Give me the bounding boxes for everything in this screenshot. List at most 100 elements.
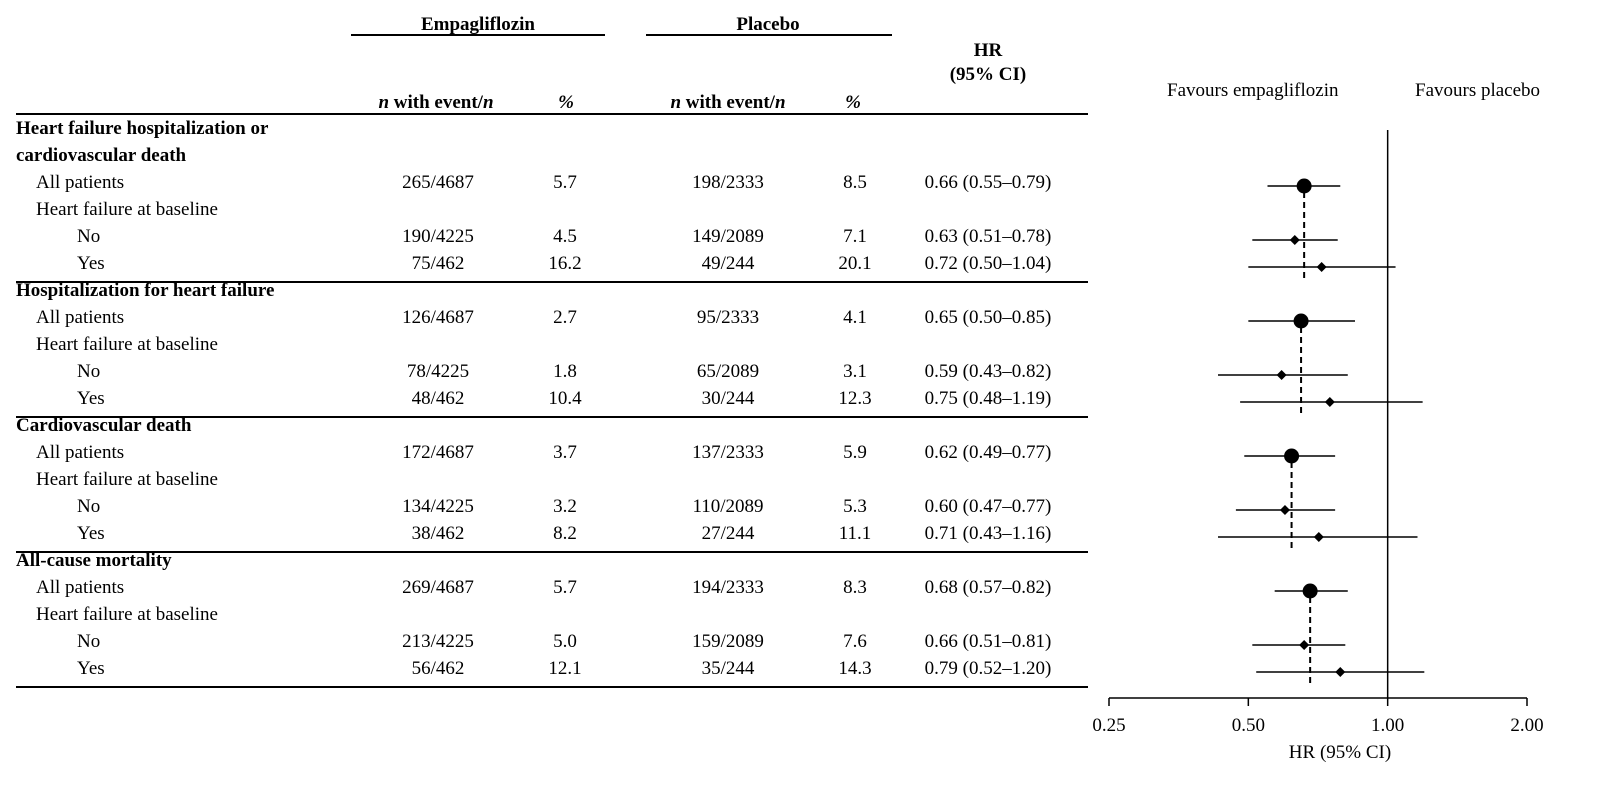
row-label: Yes [77,388,105,409]
hr-point-diamond [1316,262,1327,272]
cell-hr-ci: 0.63 (0.51–0.78) [924,226,1052,247]
cell-empa-n: 190/4225 [402,226,474,247]
hr-point-diamond [1279,505,1290,515]
group-underline-empagliflozin [351,34,605,36]
section-rule [16,686,1088,688]
cell-hr-ci: 0.60 (0.47–0.77) [924,496,1052,517]
cell-placebo-pct: 8.3 [843,577,867,598]
cell-hr-ci: 0.72 (0.50–1.04) [924,253,1052,274]
hr-point-circle [1302,583,1318,599]
section-rule [16,551,1088,553]
row-label: All patients [36,307,125,328]
row-label: All patients [36,172,125,193]
col-header-placebo-pct: % [845,92,861,113]
cell-empa-n: 126/4687 [402,307,474,328]
cell-placebo-n: 194/2333 [692,577,764,598]
hr-point-diamond [1313,532,1324,542]
n-italic: n [482,92,494,113]
n-italic: n [774,92,786,113]
hr-point-circle [1296,178,1312,194]
cell-placebo-pct: 5.3 [843,496,867,517]
section-rule [16,416,1088,418]
col-header-empa-n: n with event/n [378,92,493,114]
hr-point-diamond [1335,667,1346,677]
cell-empa-pct: 10.4 [548,388,582,409]
x-tick-label: 0.25 [1092,715,1125,736]
cell-placebo-n: 149/2089 [692,226,764,247]
cell-placebo-n: 35/244 [701,658,755,679]
row-label: Yes [77,658,105,679]
n-with-event-text: with event/ [389,92,483,113]
x-tick-label: 0.50 [1232,715,1265,736]
cell-empa-n: 56/462 [411,658,465,679]
cell-hr-ci: 0.66 (0.51–0.81) [924,631,1052,652]
x-axis-label: HR (95% CI) [1288,742,1392,763]
group-underline-placebo [646,34,892,36]
cell-placebo-pct: 20.1 [838,253,872,274]
cell-empa-n: 78/4225 [406,361,470,382]
cell-empa-pct: 4.5 [553,226,577,247]
row-label: No [77,361,101,382]
cell-empa-pct: 3.7 [553,442,577,463]
cell-empa-n: 75/462 [411,253,465,274]
cell-placebo-pct: 11.1 [838,523,872,544]
section-title: All-cause mortality [16,550,172,571]
cell-hr-ci: 0.79 (0.52–1.20) [924,658,1052,679]
cell-empa-pct: 3.2 [553,496,577,517]
cell-hr-ci: 0.62 (0.49–0.77) [924,442,1052,463]
group-header-placebo: Placebo [736,14,800,35]
cell-placebo-pct: 14.3 [838,658,872,679]
cell-placebo-pct: 5.9 [843,442,867,463]
row-label: No [77,496,101,517]
row-label: Yes [77,253,105,274]
cell-empa-n: 134/4225 [402,496,474,517]
favours-placebo-label: Favours placebo [1415,80,1541,101]
section-title: Cardiovascular death [16,415,192,436]
cell-hr-ci: 0.66 (0.55–0.79) [924,172,1052,193]
section-rule [16,281,1088,283]
cell-placebo-pct: 8.5 [843,172,867,193]
cell-placebo-pct: 7.1 [843,226,867,247]
row-label: All patients [36,577,125,598]
cell-placebo-n: 110/2089 [692,496,764,517]
hr-point-circle [1284,448,1300,464]
cell-placebo-n: 198/2333 [692,172,764,193]
cell-placebo-n: 65/2089 [696,361,760,382]
hr-point-diamond [1289,235,1300,245]
cell-placebo-n: 159/2089 [692,631,764,652]
cell-hr-ci: 0.65 (0.50–0.85) [924,307,1052,328]
section-title: Hospitalization for heart failure [16,280,275,301]
hr-point-diamond [1299,640,1310,650]
cell-empa-n: 269/4687 [402,577,474,598]
favours-empagliflozin-label: Favours empagliflozin [1167,80,1339,101]
cell-placebo-pct: 3.1 [843,361,867,382]
cell-empa-n: 48/462 [411,388,465,409]
col-header-empa-pct: % [558,92,574,113]
x-tick-label: 1.00 [1371,715,1404,736]
section-title: Heart failure hospitalization or [16,118,269,139]
header-rule [16,113,1088,115]
n-italic: n [670,92,682,113]
cell-empa-n: 38/462 [411,523,465,544]
cell-empa-n: 265/4687 [402,172,474,193]
cell-empa-n: 172/4687 [402,442,474,463]
row-label: All patients [36,442,125,463]
cell-placebo-pct: 4.1 [843,307,867,328]
n-with-event-text: with event/ [681,92,775,113]
col-header-placebo-n: n with event/n [670,92,785,114]
row-label: Heart failure at baseline [36,334,218,355]
row-label: No [77,226,101,247]
hr-point-diamond [1324,397,1335,407]
row-label: No [77,631,101,652]
cell-placebo-pct: 12.3 [838,388,872,409]
n-italic: n [378,92,390,113]
section-title: cardiovascular death [16,145,187,166]
cell-empa-n: 213/4225 [402,631,474,652]
row-label: Heart failure at baseline [36,199,218,220]
cell-empa-pct: 8.2 [553,523,577,544]
cell-empa-pct: 5.0 [553,631,577,652]
cell-placebo-n: 27/244 [701,523,755,544]
cell-empa-pct: 5.7 [553,577,577,598]
cell-hr-ci: 0.75 (0.48–1.19) [924,388,1052,409]
hr-point-circle [1293,313,1309,329]
